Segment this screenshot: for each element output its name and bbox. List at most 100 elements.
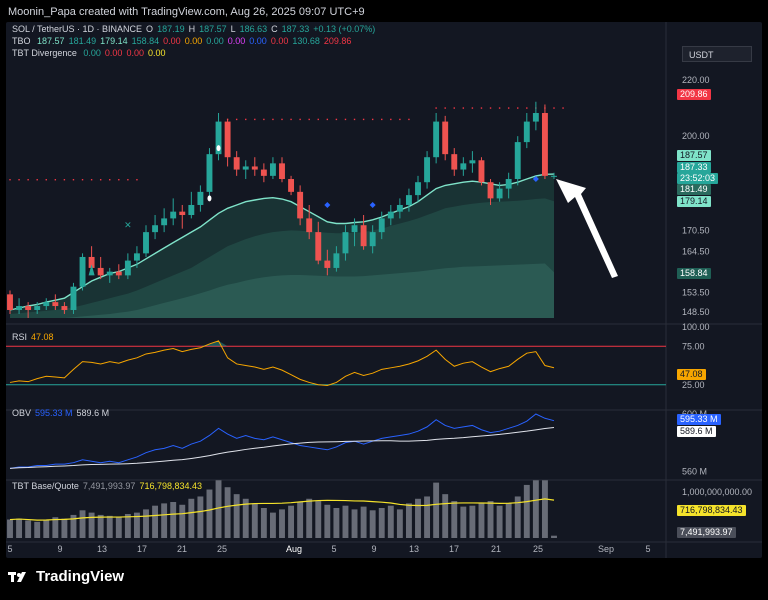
ohlc-close-label: C bbox=[271, 24, 278, 34]
resistance-dot bbox=[245, 118, 247, 121]
candle-body bbox=[115, 271, 122, 276]
resistance-dot bbox=[480, 107, 483, 109]
time-axis-label: 5 bbox=[645, 544, 650, 554]
ohlc-high-label: H bbox=[188, 24, 196, 34]
signal-dot-marker bbox=[216, 145, 221, 152]
resistance-dot bbox=[381, 118, 383, 121]
volume-bar bbox=[143, 509, 149, 538]
time-axis-label: Sep bbox=[598, 544, 614, 554]
volume-bar bbox=[61, 518, 68, 538]
price-label-top: 209.86 bbox=[677, 89, 711, 100]
volume-bar bbox=[496, 505, 503, 538]
volume-bar bbox=[79, 510, 86, 538]
resistance-dot bbox=[526, 107, 528, 109]
tbo-value: 209.86 bbox=[323, 36, 352, 46]
tbt-bq-name: TBT Base/Quote bbox=[12, 481, 79, 491]
price-label-tbo-mid: 181.49 bbox=[677, 184, 711, 195]
rsi-tick-label: 25.00 bbox=[682, 380, 705, 390]
price-tick-label: 170.50 bbox=[682, 225, 710, 235]
volume-bar bbox=[297, 502, 304, 538]
author-credit: Moonin_Papa created with TradingView.com… bbox=[8, 6, 365, 18]
candle-body bbox=[478, 160, 485, 183]
volume-bar bbox=[43, 519, 50, 538]
tbo-value: 0.00 bbox=[206, 36, 224, 46]
resistance-dot bbox=[344, 118, 347, 121]
obv-value-2: 589.6 M bbox=[76, 408, 110, 418]
volume-bar bbox=[514, 496, 521, 538]
resistance-dot bbox=[390, 118, 392, 121]
candle-body bbox=[152, 225, 159, 233]
volume-bar bbox=[233, 494, 240, 538]
resistance-dot bbox=[453, 107, 455, 109]
volume-bar bbox=[342, 505, 349, 538]
price-tick-label: 153.50 bbox=[682, 287, 710, 297]
tbt-bq-value-2: 716,798,834.43 bbox=[139, 481, 202, 491]
support-dot bbox=[63, 179, 66, 181]
tbo-value: 0.00 bbox=[163, 36, 181, 46]
volume-bar bbox=[260, 508, 267, 538]
tbo-value: 0.00 bbox=[184, 36, 203, 46]
candle-body bbox=[288, 179, 295, 192]
resistance-dot bbox=[254, 118, 256, 121]
volume-bar bbox=[505, 503, 512, 538]
obv-name: OBV bbox=[12, 408, 32, 418]
resistance-dot bbox=[435, 107, 437, 109]
resistance-dot bbox=[299, 118, 301, 121]
vol-tick-label: 1,000,000,000.00 bbox=[682, 487, 752, 497]
time-axis-label: 17 bbox=[449, 544, 459, 554]
resistance-dot bbox=[399, 118, 401, 121]
support-dot bbox=[118, 179, 120, 181]
volume-bar bbox=[16, 518, 23, 538]
candle-body bbox=[514, 142, 521, 180]
volume-bar bbox=[133, 512, 140, 538]
candle-body bbox=[260, 169, 267, 176]
ohlc-open: 187.19 bbox=[157, 24, 185, 34]
vol-axis-label-2: 7,491,993.97 bbox=[677, 527, 736, 538]
tbo-value: 158.84 bbox=[131, 36, 160, 46]
tbo-value: 0.00 bbox=[227, 36, 246, 46]
chart-canvas[interactable]: 220.00 200.00 170.50 164.50 153.50 148.50 ✕ 100… bbox=[6, 22, 762, 558]
candle-body bbox=[469, 160, 476, 164]
volume-bar bbox=[188, 498, 195, 538]
candle-body bbox=[215, 121, 222, 155]
candle-body bbox=[224, 121, 231, 158]
time-axis-label: 21 bbox=[491, 544, 501, 554]
tbo-value: 187.57 bbox=[37, 36, 65, 46]
tbo-value: 179.14 bbox=[100, 36, 128, 46]
volume-bar bbox=[7, 519, 13, 538]
candle-body bbox=[324, 260, 331, 268]
candle-body bbox=[551, 175, 557, 177]
volume-bar bbox=[215, 480, 222, 538]
diamond-marker bbox=[324, 201, 331, 208]
resistance-dot bbox=[335, 118, 338, 121]
footer: TradingView bbox=[8, 568, 124, 585]
chart-panel[interactable]: 220.00 200.00 170.50 164.50 153.50 148.50 ✕ 100… bbox=[6, 22, 762, 558]
obv-line bbox=[9, 413, 555, 469]
candle-body bbox=[523, 121, 530, 143]
volume-bar bbox=[360, 506, 367, 538]
volume-bar bbox=[324, 504, 331, 538]
volume-bar bbox=[251, 503, 258, 538]
tbt-divergence-name: TBT Divergence bbox=[12, 48, 77, 58]
obv-legend: OBV 595.33 M 589.6 M bbox=[12, 408, 113, 418]
volume-bar bbox=[415, 498, 421, 538]
candle-body bbox=[396, 204, 403, 212]
tbt-divergence-value: 0.00 bbox=[126, 48, 144, 58]
tbo-value: 0.00 bbox=[270, 36, 289, 46]
candle-body bbox=[43, 302, 50, 307]
time-axis-label: Aug bbox=[286, 544, 302, 554]
resistance-dot bbox=[353, 118, 356, 121]
currency-button[interactable]: USDT bbox=[682, 46, 752, 62]
tbt-divergence-legend: TBT Divergence 0.00 0.00 0.00 0.00 bbox=[12, 48, 170, 58]
price-label-tbo-fast: 187.57 bbox=[677, 150, 711, 161]
resistance-dot bbox=[517, 107, 519, 109]
candle-body bbox=[496, 188, 503, 199]
candle-body bbox=[505, 179, 512, 189]
tbt-divergence-value: 0.00 bbox=[104, 48, 123, 58]
candle-body bbox=[460, 163, 467, 170]
volume-bar bbox=[224, 487, 231, 538]
volume-bar bbox=[315, 501, 322, 538]
volume-bar bbox=[551, 535, 557, 538]
support-dot bbox=[90, 179, 93, 181]
